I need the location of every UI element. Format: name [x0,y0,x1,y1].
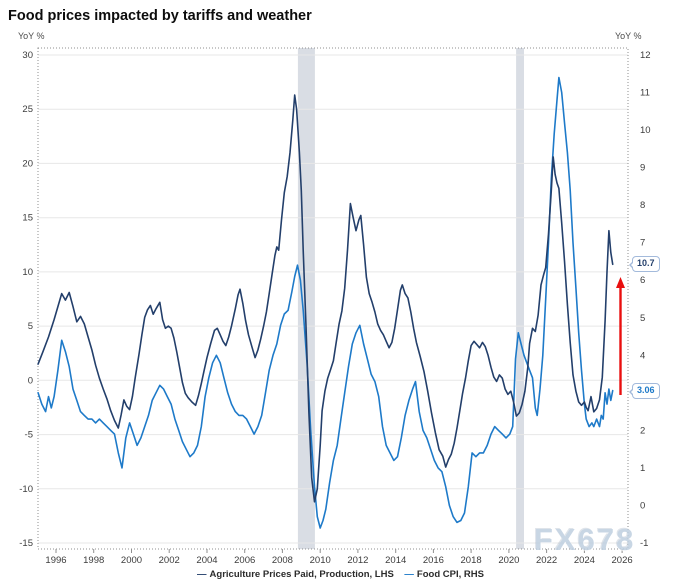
right-axis-tick-label: 4 [640,350,645,361]
legend-line-swatch-food-cpi: — [404,569,414,580]
plot-border [37,47,629,550]
x-tick-label: 2014 [385,555,406,566]
left-axis-tick-label: -10 [19,484,33,495]
x-tick-label: 2010 [310,555,331,566]
left-axis-tick-label: 15 [22,213,33,224]
left-axis-tick-label: -5 [25,430,33,441]
right-axis-tick-label: 0 [640,501,645,512]
legend: — Agriculture Prices Paid, Production, LH… [0,569,673,580]
left-axis-tick-label: 10 [22,267,33,278]
right-axis-tick-label: 12 [640,50,651,61]
right-axis-tick-label: 2 [640,425,645,436]
right-axis-tick-label: 5 [640,313,645,324]
right-axis-tick-label: 6 [640,275,645,286]
left-axis-unit-label: YoY % [18,31,45,41]
left-axis-tick-label: 5 [28,321,33,332]
legend-label-agriculture: Agriculture Prices Paid, Production, LHS [209,569,394,580]
legend-item-agriculture: — Agriculture Prices Paid, Production, LH… [189,569,394,580]
series-line-agriculture [37,94,614,503]
legend-label-food-cpi: Food CPI, RHS [416,569,484,580]
x-tick-label: 2016 [423,555,444,566]
right-axis-tick-label: 7 [640,238,645,249]
x-tick-label: 2008 [272,555,293,566]
right-axis-tick-label: -1 [640,538,648,549]
left-axis-tick-label: 30 [22,50,33,61]
right-axis-tick-label: 1 [640,463,645,474]
x-tick-label: 2026 [612,555,633,566]
right-axis-tick-label: 8 [640,200,645,211]
legend-line-swatch-agriculture: — [197,569,207,580]
left-axis-tick-label: 0 [28,375,33,386]
annotation-arrow-head [616,277,625,288]
x-tick-label: 2006 [234,555,255,566]
right-axis-tick-label: 10 [640,125,651,136]
x-tick-label: 2012 [347,555,368,566]
x-tick-label: 1998 [83,555,104,566]
watermark-logo: FX678 [534,522,636,557]
recession-band [516,48,524,549]
left-axis-tick-label: 25 [22,104,33,115]
left-axis-tick-label: -15 [19,538,33,549]
latest-value-callout-food-cpi: 3.06 [629,383,660,399]
right-axis-unit-label: YoY % [615,31,642,41]
right-axis-tick-label: 9 [640,163,645,174]
x-tick-label: 2000 [121,555,142,566]
x-tick-label: 2022 [536,555,557,566]
x-tick-label: 2004 [196,555,217,566]
right-axis-tick-label: 11 [640,88,650,99]
x-tick-label: 2024 [574,555,595,566]
series-line-food-cpi [37,76,614,529]
x-tick-label: 2020 [498,555,519,566]
x-tick-label: 2018 [461,555,482,566]
chart-title: Food prices impacted by tariffs and weat… [8,8,312,24]
latest-value-callout-agriculture: 10.7 [629,256,660,272]
legend-item-food-cpi: — Food CPI, RHS [396,569,484,580]
x-tick-label: 1996 [45,555,66,566]
recession-band [297,48,315,549]
x-tick-label: 2002 [159,555,180,566]
left-axis-tick-label: 20 [22,158,33,169]
